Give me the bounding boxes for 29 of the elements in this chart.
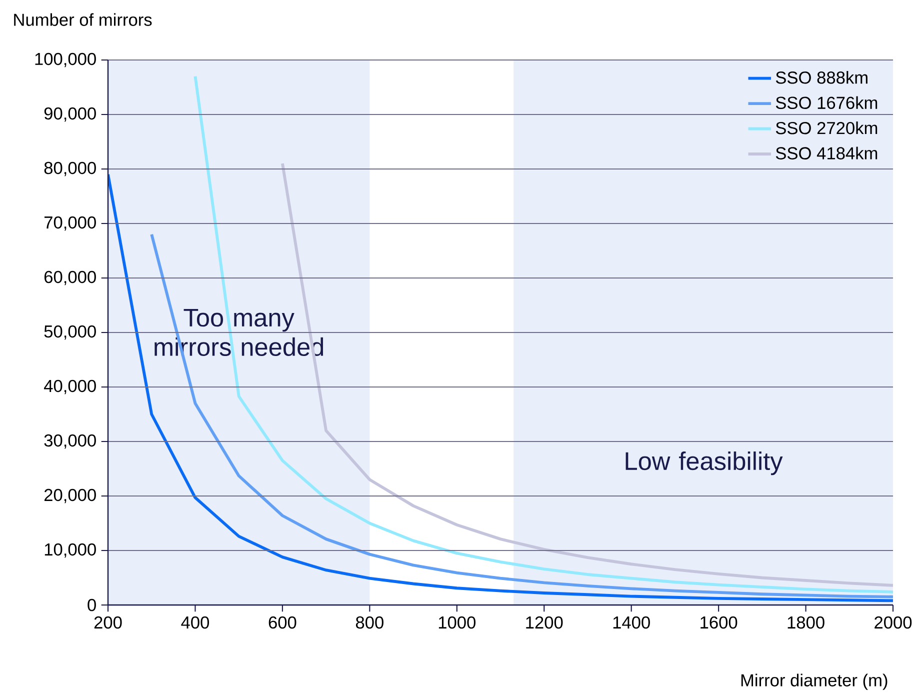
x-tick-label: 200 xyxy=(94,616,122,629)
x-tick-label: 1400 xyxy=(613,616,650,629)
y-tick-label: 70,000 xyxy=(44,216,96,231)
legend-label: SSO 2720km xyxy=(776,121,878,134)
x-axis-title: Mirror diameter (m) xyxy=(741,674,888,690)
y-tick-label: 0 xyxy=(88,598,96,612)
x-tick-label: 1000 xyxy=(438,616,476,629)
x-tick-label: 800 xyxy=(356,616,384,629)
line-series xyxy=(150,232,894,598)
y-tick-label: 10,000 xyxy=(44,543,96,558)
y-tick-label: 20,000 xyxy=(44,488,96,504)
x-tick-label: 1800 xyxy=(788,616,824,629)
y-tick-label: 90,000 xyxy=(44,107,96,122)
y-tick-label: 60,000 xyxy=(44,270,96,286)
x-tick-label: 600 xyxy=(268,616,296,629)
y-tick-label: 40,000 xyxy=(44,380,96,394)
y-tick-label: 80,000 xyxy=(44,162,96,176)
legend-label: SSO 4184km xyxy=(776,146,878,160)
y-axis-title: Number of mirrors xyxy=(14,13,152,26)
legend-label: SSO 888km xyxy=(776,71,868,84)
y-tick-label: 100,000 xyxy=(35,52,96,68)
x-tick-label: 2000 xyxy=(874,616,912,629)
x-tick-label: 1200 xyxy=(526,616,563,629)
legend-label: SSO 1676km xyxy=(776,96,878,109)
y-tick-label: 30,000 xyxy=(44,434,96,449)
band-label: Low feasibility xyxy=(626,451,783,476)
y-tick-label: 50,000 xyxy=(44,325,96,340)
x-tick-label: 1600 xyxy=(700,616,738,629)
x-tick-label: 400 xyxy=(181,616,210,629)
